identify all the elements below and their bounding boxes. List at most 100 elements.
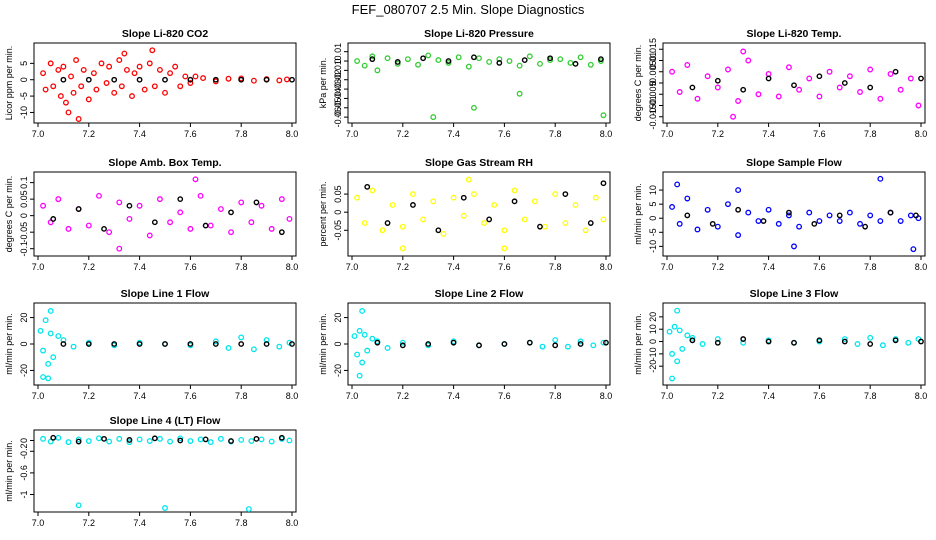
- data-point: [40, 202, 47, 209]
- data-point: [725, 66, 731, 73]
- data-point: [501, 227, 508, 234]
- x-tick-label: 7.0: [32, 262, 45, 272]
- y-tick-label: 0: [333, 341, 343, 346]
- data-point: [37, 327, 44, 334]
- data-point: [68, 73, 74, 80]
- y-tick-label: 0: [648, 80, 658, 85]
- y-tick-label: -5: [19, 92, 29, 100]
- data-point: [415, 61, 421, 68]
- panel-3: Slope Li-820 Temp. 7.0 7.2 7.4 7.6 7.8 8.0 -0.0…: [633, 28, 927, 139]
- points-layer: [669, 175, 922, 253]
- reference-point: [253, 435, 260, 442]
- x-tick-label: 7.2: [83, 129, 96, 139]
- data-point: [676, 327, 683, 334]
- reference-point: [162, 341, 168, 347]
- panel-title: Slope Line 2 Flow: [435, 288, 525, 300]
- data-point: [40, 435, 47, 442]
- data-point: [283, 76, 290, 83]
- data-point: [785, 212, 792, 219]
- y-tick-label: -20: [19, 364, 29, 377]
- y-tick-label: 0: [19, 213, 29, 218]
- data-point: [62, 99, 69, 106]
- data-point: [440, 230, 447, 237]
- x-tick-label: 7.8: [864, 129, 877, 139]
- data-point: [384, 55, 391, 62]
- data-point: [420, 216, 427, 223]
- data-point: [562, 220, 569, 226]
- data-point: [684, 62, 691, 68]
- y-axis-label: Licor ppm per min.: [4, 46, 14, 121]
- data-point: [775, 93, 782, 100]
- reference-point: [547, 55, 554, 62]
- data-point: [745, 57, 752, 64]
- data-point: [182, 73, 189, 80]
- x-tick-label: 7.6: [498, 262, 511, 272]
- x-tick-label: 8.0: [915, 129, 928, 139]
- data-point: [399, 223, 406, 230]
- x-tick-label: 8.0: [915, 262, 928, 272]
- data-point: [217, 206, 224, 212]
- y-axis-label: ml/min per min.: [633, 183, 643, 245]
- data-point: [276, 77, 283, 84]
- x-tick-label: 7.0: [346, 129, 359, 139]
- reference-point: [60, 341, 67, 347]
- x-tick-label: 7.0: [32, 129, 45, 139]
- data-point: [725, 201, 731, 208]
- panel-title: Slope Line 1 Flow: [121, 288, 211, 300]
- x-tick-label: 7.4: [447, 391, 460, 401]
- data-point: [704, 73, 711, 80]
- data-point: [40, 347, 47, 354]
- reference-point: [136, 76, 143, 83]
- reference-point: [126, 202, 133, 209]
- data-point: [73, 57, 80, 64]
- reference-point: [228, 438, 234, 444]
- data-point: [151, 83, 158, 90]
- reference-point: [521, 57, 528, 63]
- y-tick-label: -0.6: [19, 465, 29, 481]
- reference-point: [684, 212, 691, 219]
- data-point: [765, 206, 772, 213]
- data-point: [399, 339, 406, 346]
- x-tick-label: 7.8: [864, 391, 877, 401]
- data-point: [496, 56, 503, 63]
- data-point: [111, 89, 118, 96]
- data-point: [785, 64, 792, 71]
- x-tick-label: 7.6: [813, 391, 826, 401]
- data-point: [600, 112, 607, 119]
- data-point: [399, 245, 406, 252]
- data-point: [539, 343, 546, 350]
- reference-point: [187, 341, 194, 347]
- data-point: [286, 437, 293, 444]
- y-axis-label: kPa per min.: [318, 58, 328, 109]
- y-tick-label: -0.1: [19, 241, 29, 257]
- data-point: [149, 47, 156, 54]
- reference-point: [511, 198, 518, 205]
- data-point: [200, 75, 207, 82]
- y-tick-label: -5: [648, 228, 658, 236]
- reference-point: [238, 341, 245, 347]
- data-point: [465, 63, 472, 70]
- y-tick-label: -0.03: [333, 79, 343, 100]
- reference-point: [501, 341, 508, 347]
- y-tick-label: -10: [648, 347, 658, 360]
- reference-point: [765, 338, 772, 345]
- data-point: [268, 438, 275, 445]
- reference-point: [918, 75, 924, 82]
- reference-point: [212, 341, 219, 347]
- data-point: [669, 350, 676, 357]
- data-point: [118, 83, 125, 90]
- data-point: [40, 70, 47, 77]
- data-point: [116, 57, 123, 64]
- reference-point: [50, 434, 57, 441]
- reference-point: [471, 54, 477, 61]
- reference-point: [289, 341, 295, 347]
- plot-frame: [33, 171, 297, 257]
- x-tick-label: 7.8: [549, 391, 562, 401]
- data-point: [141, 86, 148, 93]
- reference-point: [887, 209, 894, 216]
- x-tick-label: 7.2: [397, 262, 410, 272]
- data-point: [389, 202, 396, 208]
- data-point: [470, 104, 477, 111]
- y-axis-label: ml/min per min.: [4, 313, 14, 375]
- data-point: [826, 212, 833, 219]
